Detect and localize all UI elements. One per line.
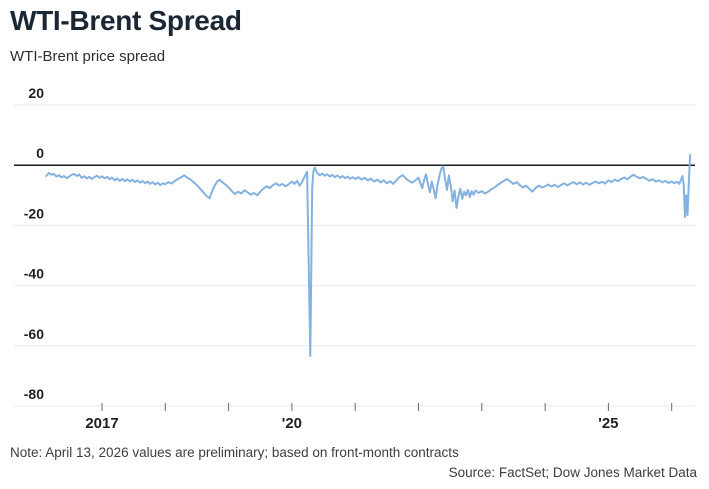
spread-line [45,154,692,357]
source-attribution: Source: FactSet; Dow Jones Market Data [448,465,697,480]
y-axis-label: -80 [24,386,44,402]
y-axis-label: -60 [24,326,44,342]
y-axis-label: -40 [24,266,44,282]
y-axis-label: 0 [36,145,44,161]
y-axis-label: 20 [28,85,44,101]
page-title: WTI-Brent Spread [10,5,242,36]
footnote: Note: April 13, 2026 values are prelimin… [10,445,459,460]
x-axis-label: '25 [598,415,618,432]
x-axis-label: '20 [282,415,302,432]
y-axis-label: -20 [24,205,44,221]
chart-subtitle: WTI-Brent price spread [10,48,166,65]
spread-chart: 20 0 -20 -40 -60 -80 2017 '20 '25 [14,85,695,432]
x-axis-label: 2017 [85,415,118,432]
